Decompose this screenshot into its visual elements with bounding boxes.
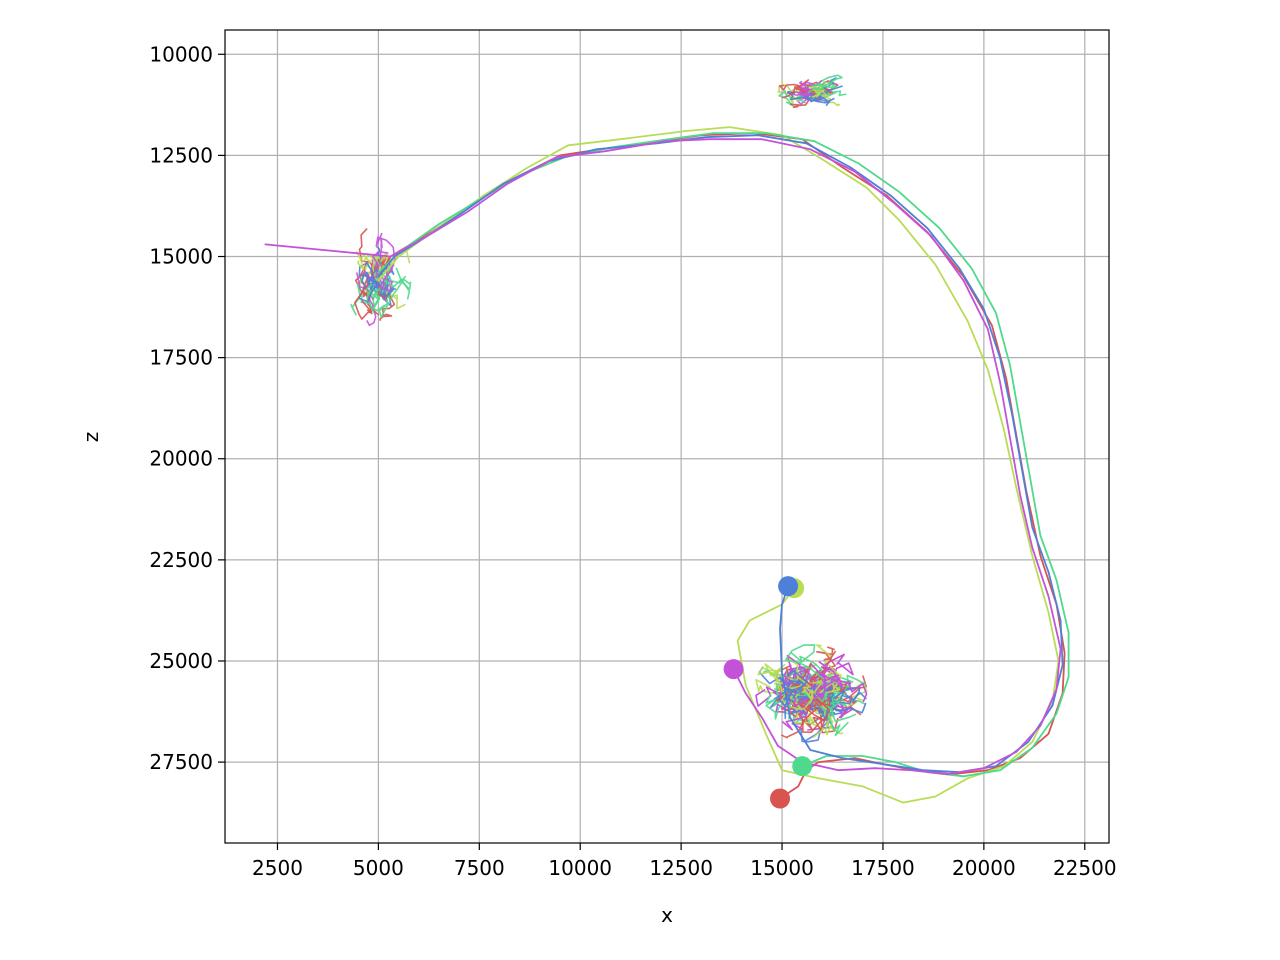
branch-line — [375, 232, 396, 289]
branch-line — [782, 85, 813, 99]
y-tick-label: 15000 — [149, 245, 213, 269]
branch-line — [368, 275, 389, 297]
y-tick-label: 27500 — [149, 750, 213, 774]
branch-line — [800, 697, 831, 707]
x-tick-label: 15000 — [750, 856, 814, 880]
branch-line — [365, 263, 393, 299]
branch-line — [808, 88, 823, 100]
branch-line — [803, 661, 844, 689]
plot-frame — [224, 29, 1110, 844]
branch-line — [805, 81, 827, 95]
branch-line — [788, 657, 814, 709]
y-tick-label: 17500 — [149, 346, 213, 370]
x-tick-label: 5000 — [353, 856, 404, 880]
branch-line — [784, 644, 824, 680]
branch-line — [780, 670, 809, 698]
soma-marker — [792, 756, 813, 777]
branch-line — [810, 673, 828, 707]
branch-line — [355, 251, 372, 271]
y-tick-label: 20000 — [149, 447, 213, 471]
y-tick-label: 25000 — [149, 649, 213, 673]
y-tick-label: 12500 — [149, 143, 213, 167]
branch-line — [801, 696, 831, 733]
grid — [225, 30, 1109, 843]
x-tick-label: 22500 — [1053, 856, 1117, 880]
branch-line — [771, 663, 804, 699]
x-axis-ticks: 2500 5000 7500 10000 12500 15000 17500 20000 225… — [252, 843, 1117, 880]
x-axis-label: x — [661, 903, 673, 927]
branch-line — [797, 703, 813, 730]
soma-marker — [778, 576, 799, 597]
axon-trace-line — [264, 138, 1062, 776]
branch-clusters — [350, 74, 868, 743]
branch-line — [362, 253, 380, 282]
branch-line — [819, 74, 843, 87]
branch-line — [824, 76, 837, 90]
soma-markers — [723, 576, 813, 809]
branch-line — [823, 81, 838, 89]
branch-line — [812, 661, 854, 681]
x-tick-label: 20000 — [952, 856, 1016, 880]
branch-line — [354, 280, 372, 320]
axon-trace-line — [377, 134, 1064, 774]
branch-line — [379, 273, 411, 300]
branch-line — [811, 86, 830, 97]
branch-line — [358, 262, 376, 287]
y-tick-label: 10000 — [149, 42, 213, 66]
branch-line — [765, 682, 798, 720]
branch-line — [367, 269, 385, 288]
branch-line — [804, 95, 831, 107]
x-tick-label: 17500 — [851, 856, 915, 880]
branch-line — [776, 693, 795, 720]
x-tick-label: 10000 — [548, 856, 612, 880]
x-tick-label: 7500 — [454, 856, 505, 880]
branch-line — [820, 94, 841, 107]
soma-marker — [770, 788, 791, 809]
series-group — [264, 126, 1070, 804]
branch-line — [821, 679, 868, 703]
branch-line — [787, 90, 808, 101]
x-tick-label: 12500 — [649, 856, 713, 880]
branch-line — [799, 80, 809, 97]
y-axis-label: z — [79, 432, 103, 443]
soma-marker — [723, 659, 744, 680]
branch-line — [786, 680, 808, 694]
x-tick-label: 2500 — [252, 856, 303, 880]
axon-trace-line — [377, 126, 1060, 804]
y-tick-label: 22500 — [149, 548, 213, 572]
y-axis-ticks: 10000 12500 15000 17500 20000 22500 25000 27500 — [149, 42, 225, 774]
branch-line — [379, 291, 396, 321]
